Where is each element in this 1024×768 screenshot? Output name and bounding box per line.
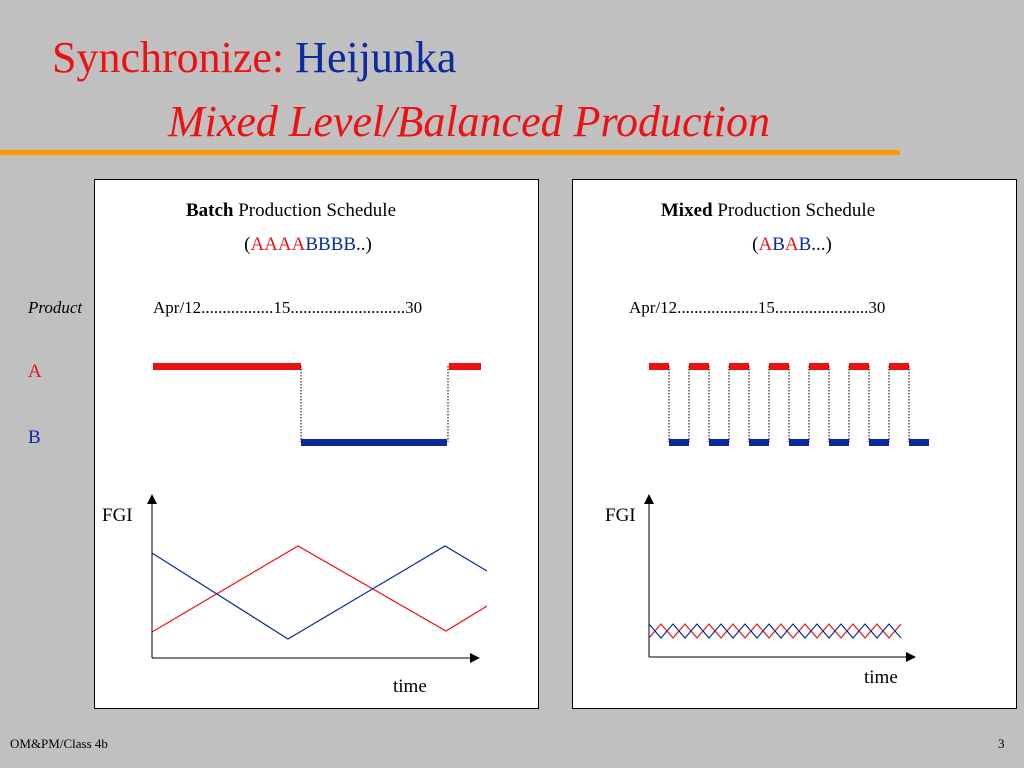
batch-seq-open: (	[244, 234, 251, 255]
mixed-seq-a2: A	[784, 234, 799, 255]
mixed-seq-open: (	[752, 234, 759, 255]
mixed-bar-a	[849, 363, 869, 370]
title-heijunka: Heijunka	[295, 33, 457, 82]
batch-seq-b: BBBB	[305, 234, 357, 255]
batch-heading-bold: Batch	[185, 200, 234, 221]
mixed-heading-rest: Production Schedule	[717, 200, 876, 221]
slide-subtitle: Mixed Level/Balanced Production	[168, 97, 770, 146]
mixed-seq-b1: B	[772, 234, 785, 255]
batch-fgi-line-b	[151, 545, 488, 640]
mixed-bar-b	[749, 439, 769, 446]
batch-bar-a	[153, 363, 301, 370]
mixed-bar-b	[789, 439, 809, 446]
mixed-bar-b	[909, 439, 929, 446]
mixed-fgi-label: FGI	[605, 505, 636, 526]
mixed-sequence: (ABAB...)	[752, 234, 832, 256]
mixed-bar-b	[709, 439, 729, 446]
batch-date-axis: Apr/12.................15...............…	[153, 298, 423, 317]
title-divider	[0, 150, 900, 155]
slide-title: Synchronize: Heijunka	[52, 32, 456, 84]
mixed-bar-b	[829, 439, 849, 446]
mixed-bar-a	[889, 363, 909, 370]
mixed-seq-a1: A	[758, 234, 773, 255]
batch-sequence: (AAAABBBB..)	[244, 234, 372, 256]
batch-seq-a: AAAA	[250, 234, 306, 255]
mixed-time-label: time	[864, 667, 898, 688]
product-a-label: A	[28, 361, 42, 382]
batch-fgi-label: FGI	[102, 505, 133, 526]
batch-bar-b	[301, 439, 447, 446]
footer-course-label: OM&PM/Class 4b	[10, 736, 108, 751]
mixed-bar-a	[809, 363, 829, 370]
mixed-bar-a	[769, 363, 789, 370]
batch-time-label: time	[393, 676, 427, 697]
product-row-label: Product	[28, 298, 83, 317]
batch-heading: Batch Production Schedule	[186, 200, 396, 222]
batch-heading-rest: Production Schedule	[238, 200, 397, 221]
batch-fgi-chart	[147, 494, 488, 663]
mixed-heading: Mixed Production Schedule	[661, 200, 875, 222]
mixed-schedule-chart	[649, 363, 929, 446]
batch-seq-close: ..)	[356, 234, 372, 255]
mixed-bar-a	[689, 363, 709, 370]
title-synchronize: Synchronize:	[52, 33, 285, 82]
mixed-seq-close: ...)	[811, 234, 832, 255]
batch-bar-a-next	[449, 363, 481, 370]
mixed-bar-a	[729, 363, 749, 370]
footer-page-number: 3	[998, 736, 1005, 751]
batch-schedule-chart	[153, 363, 481, 446]
mixed-bar-b	[669, 439, 689, 446]
mixed-date-axis: Apr/12...................15.............…	[629, 298, 886, 317]
batch-fgi-line-a	[151, 545, 488, 633]
mixed-fgi-chart	[644, 494, 916, 662]
mixed-fgi-line-b	[648, 623, 902, 639]
product-b-label: B	[28, 427, 41, 448]
mixed-heading-bold: Mixed	[660, 200, 713, 221]
mixed-seq-b2: B	[798, 234, 812, 255]
mixed-bar-a	[649, 363, 669, 370]
mixed-bar-b	[869, 439, 889, 446]
